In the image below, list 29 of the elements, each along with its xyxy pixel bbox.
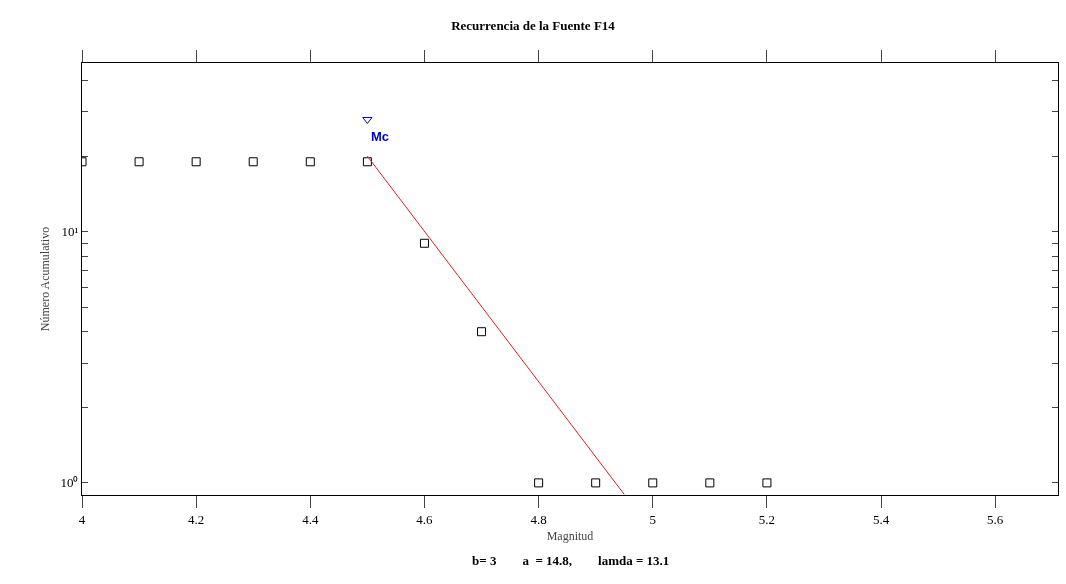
x-tick-label: 4.4 — [302, 511, 319, 527]
x-tick-label: 5 — [649, 511, 657, 527]
x-tick-label: 5.2 — [758, 511, 776, 527]
point — [591, 478, 601, 488]
x-tick-label: 5.4 — [872, 511, 890, 527]
x-tick-label: 4.8 — [530, 511, 547, 527]
point — [305, 157, 315, 167]
point — [362, 116, 373, 124]
x-tick-label: 4 — [78, 511, 86, 527]
y-axis-title: Número Acumulativo — [37, 226, 52, 332]
point — [477, 327, 487, 337]
point — [362, 157, 372, 167]
y-tick-label: 10⁰ — [60, 475, 79, 491]
y-tick-label: 10¹ — [61, 224, 79, 240]
x-tick-label: 5.6 — [987, 511, 1004, 527]
point — [705, 478, 715, 488]
x-axis-title: Magnitud — [546, 529, 594, 544]
point — [419, 238, 429, 248]
text: b= 3 a = 14.8, lamda = 13.1 — [472, 553, 670, 568]
point — [648, 478, 658, 488]
x-tick-label: 4.2 — [188, 511, 205, 527]
x-tick-label: 4.6 — [416, 511, 434, 527]
point — [762, 478, 772, 488]
point — [191, 157, 201, 167]
point — [534, 478, 544, 488]
chart-title: Recurrencia de la Fuente F14 — [451, 17, 616, 33]
annotation: Mc — [371, 129, 390, 144]
point — [134, 157, 144, 167]
point — [248, 157, 258, 167]
